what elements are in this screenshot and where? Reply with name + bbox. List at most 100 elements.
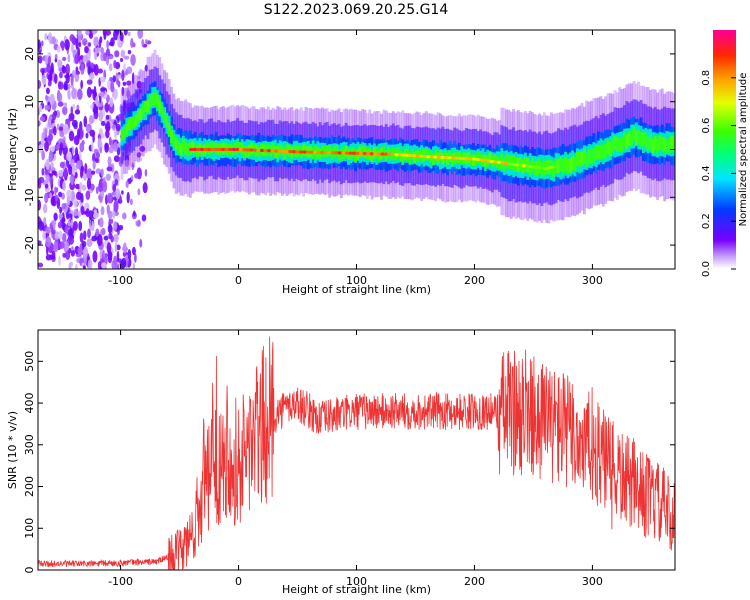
ridge-core: [252, 148, 258, 152]
noise-cell: [69, 34, 75, 42]
noise-cell: [108, 55, 114, 60]
ridge-cell: [257, 146, 261, 158]
noise-cell: [91, 235, 97, 242]
ridge-core: [489, 159, 495, 164]
noise-cell: [74, 54, 80, 65]
colorbar-cell: [713, 265, 736, 268]
noise-cell: [105, 173, 111, 181]
colorbar-cell: [713, 173, 736, 176]
colorbar-cell: [713, 99, 736, 103]
colorbar-cell: [713, 229, 736, 232]
noise-cell: [59, 241, 65, 249]
noise-cell: [93, 36, 99, 48]
noise-cell: [99, 91, 105, 97]
colorbar-cell: [713, 191, 736, 194]
noise-cell: [85, 190, 91, 200]
noise-cell: [113, 155, 120, 163]
ridge-core: [224, 147, 229, 152]
ridge-cell: [151, 92, 155, 106]
noise-cell: [123, 30, 128, 36]
noise-cell: [131, 162, 135, 171]
ridge-cell: [665, 139, 669, 154]
noise-cell: [113, 233, 119, 243]
colorbar-cell: [713, 165, 736, 169]
noise-cell: [111, 259, 117, 269]
noise-cell: [132, 42, 136, 48]
ridge-core: [274, 149, 279, 153]
ridge-cell: [132, 116, 136, 129]
colorbar-cell: [713, 179, 736, 182]
noise-cell: [69, 175, 74, 184]
colorbar-cell: [713, 203, 736, 206]
noise-cell: [122, 242, 127, 254]
noise-cell: [78, 41, 82, 48]
ridge-cell: [337, 149, 341, 161]
ridge-core: [426, 155, 431, 159]
colorbar-cell: [713, 201, 736, 204]
ridge-core: [259, 148, 265, 153]
ridge-core: [295, 150, 300, 154]
top-y-tick-label: 10: [23, 95, 36, 109]
colorbar-cell: [713, 187, 736, 190]
ridge-core: [313, 150, 318, 154]
ridge-cell: [592, 148, 596, 163]
ridge-core: [412, 154, 417, 158]
noise-cell: [101, 262, 107, 269]
colorbar-cell: [713, 45, 736, 49]
ridge-cell: [611, 138, 615, 154]
noise-cell: [78, 34, 82, 43]
colorbar-cell: [713, 53, 736, 57]
ridge-cell: [658, 135, 662, 150]
noise-cell: [54, 73, 58, 84]
noise-cell: [73, 198, 78, 209]
ridge-cell: [641, 132, 645, 147]
noise-cell: [137, 70, 141, 80]
ridge-core: [284, 149, 290, 154]
noise-cell: [83, 41, 87, 46]
noise-cell: [127, 31, 131, 37]
noise-cell: [136, 80, 142, 89]
ridge-cell: [608, 142, 612, 157]
colorbar-cell: [713, 219, 736, 222]
noise-cell: [109, 76, 113, 82]
ridge-cell: [339, 148, 343, 161]
noise-cell: [95, 168, 102, 174]
ridge-core: [528, 165, 534, 169]
noise-cell: [115, 188, 121, 200]
noise-cell: [45, 87, 50, 95]
top-x-axis-label: Height of straight line (km): [282, 283, 431, 296]
colorbar-cell: [713, 81, 736, 85]
bottom-y-tick-label: 100: [23, 518, 36, 539]
noise-cell: [54, 53, 58, 59]
colorbar-cell: [713, 117, 736, 121]
noise-cell: [82, 246, 89, 258]
ridge-core: [351, 151, 357, 155]
colorbar-cell: [713, 215, 736, 218]
noise-cell: [38, 79, 42, 90]
noise-cell: [89, 129, 96, 137]
noise-cell: [106, 192, 113, 204]
noise-cell: [94, 157, 99, 163]
noise-cell: [101, 133, 105, 139]
noise-cell: [44, 104, 51, 111]
noise-cell: [104, 143, 109, 153]
noise-cell: [110, 218, 114, 224]
ridge-cell: [644, 133, 648, 148]
ridge-cell: [606, 140, 610, 155]
noise-cell: [79, 181, 83, 190]
ridge-cell: [120, 129, 124, 141]
noise-cell: [127, 249, 132, 260]
noise-cell: [100, 120, 106, 126]
colorbar-cell: [713, 137, 736, 141]
noise-cell: [126, 80, 132, 86]
ridge-core: [263, 148, 268, 153]
noise-cell: [85, 208, 90, 218]
colorbar-cell: [713, 101, 736, 105]
colorbar-cell: [713, 221, 736, 224]
ridge-core: [235, 147, 240, 152]
noise-cell: [56, 45, 61, 53]
ridge-core: [199, 147, 205, 152]
noise-cell: [81, 240, 87, 248]
noise-cell: [66, 195, 71, 206]
top-x-tick-label: -100: [108, 274, 133, 287]
